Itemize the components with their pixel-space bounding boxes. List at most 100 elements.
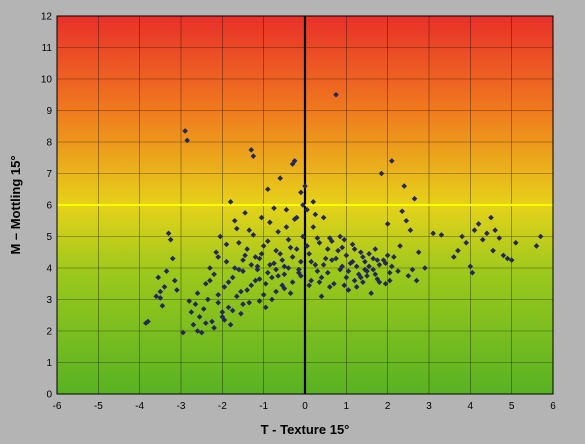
data-point (382, 280, 389, 287)
data-point (184, 137, 190, 144)
data-point (269, 274, 275, 281)
data-point (238, 288, 244, 295)
data-point (254, 266, 261, 273)
data-point (337, 233, 343, 240)
data-point (298, 273, 304, 279)
data-point (287, 244, 294, 251)
data-point (267, 262, 273, 268)
data-point (324, 246, 331, 252)
y-tick-label: 7 (46, 169, 52, 180)
data-point (298, 189, 304, 196)
x-tick-label: -3 (177, 401, 186, 412)
data-point (467, 263, 474, 270)
data-point (196, 314, 203, 320)
data-point (153, 293, 159, 300)
data-point (372, 271, 379, 278)
data-point (300, 233, 306, 240)
data-point (343, 252, 350, 259)
x-tick-label: 2 (385, 401, 391, 412)
data-point (262, 304, 269, 311)
data-point (265, 269, 271, 276)
data-point (355, 271, 362, 278)
data-point (256, 276, 263, 282)
data-point (229, 274, 236, 281)
data-point (172, 277, 178, 284)
data-point (314, 235, 321, 241)
data-point (300, 202, 306, 208)
data-point (190, 321, 197, 328)
data-point (217, 233, 224, 240)
y-axis-title: M – Mottling 15° (8, 155, 23, 254)
data-point (285, 236, 292, 243)
data-point (167, 236, 174, 243)
data-point (389, 158, 395, 164)
data-point (337, 266, 343, 273)
y-tick-label: 9 (46, 106, 52, 117)
data-point (376, 279, 383, 285)
data-point (155, 274, 162, 281)
data-point (157, 295, 164, 301)
data-point (407, 227, 414, 233)
data-point (242, 252, 248, 259)
data-point (279, 257, 286, 263)
data-point (231, 217, 238, 224)
data-point (275, 273, 281, 279)
data-point (374, 276, 381, 282)
data-point (273, 247, 279, 254)
data-point (374, 257, 381, 263)
data-point (310, 199, 317, 205)
data-point (277, 175, 283, 182)
data-point (260, 291, 267, 298)
data-point (215, 254, 221, 260)
data-point (496, 235, 503, 241)
y-tick-label: 10 (41, 75, 53, 86)
data-point (312, 262, 319, 268)
x-tick-label: 6 (550, 401, 556, 412)
data-point (533, 243, 540, 249)
data-point (405, 273, 412, 279)
data-point (508, 257, 515, 263)
data-point (411, 195, 418, 202)
data-point (386, 277, 393, 284)
data-point (386, 269, 393, 276)
data-point (223, 258, 230, 265)
data-point (314, 268, 321, 274)
y-tick-label: 1 (46, 358, 52, 369)
data-point (372, 246, 379, 252)
data-point (353, 263, 360, 270)
data-point (242, 210, 248, 216)
data-point (384, 221, 391, 227)
data-point (490, 247, 496, 254)
data-point (159, 303, 166, 309)
data-point (384, 252, 391, 259)
data-point (248, 262, 255, 268)
data-point (207, 265, 213, 271)
data-point (391, 254, 397, 260)
data-point (316, 279, 323, 285)
x-tick-label: -5 (94, 401, 103, 412)
data-point (463, 240, 469, 246)
data-point (322, 255, 329, 262)
data-point (194, 328, 201, 334)
data-point (479, 236, 486, 243)
data-point (200, 306, 207, 312)
x-tick-label: 0 (302, 401, 308, 412)
data-point (343, 274, 350, 281)
data-point (267, 219, 273, 226)
data-point (318, 293, 325, 300)
data-point (221, 284, 228, 290)
data-point (302, 183, 308, 189)
data-point (229, 307, 236, 314)
data-point (244, 287, 250, 293)
data-point (209, 318, 215, 325)
data-point (258, 251, 265, 257)
data-point (186, 298, 193, 304)
data-point (227, 321, 234, 328)
data-point (293, 246, 300, 252)
data-point (469, 269, 476, 276)
data-point (513, 240, 519, 246)
data-point (260, 243, 267, 249)
data-point (339, 244, 345, 251)
data-point (308, 258, 314, 265)
